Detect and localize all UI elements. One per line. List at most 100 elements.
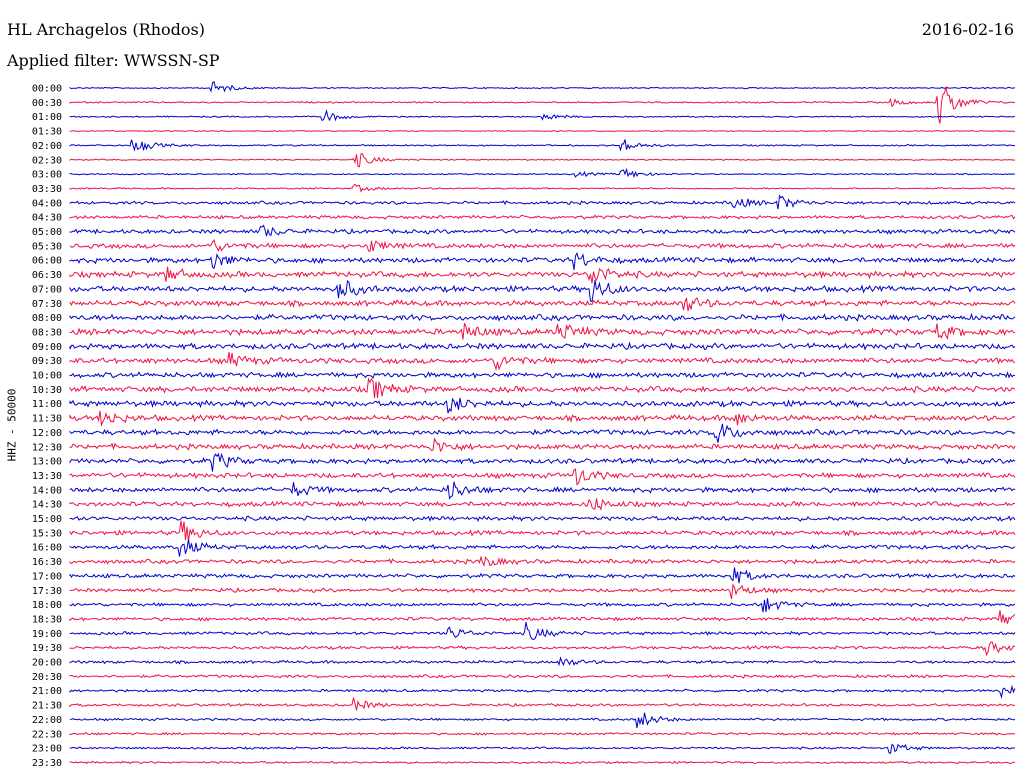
row-time-label: 23:30 xyxy=(32,758,62,769)
seismic-trace xyxy=(69,731,1016,736)
seismic-trace xyxy=(69,743,1015,755)
row-time-label: 10:00 xyxy=(32,371,62,382)
row-time-label: 09:30 xyxy=(32,356,62,367)
seismic-trace xyxy=(69,555,1016,567)
row-time-label: 16:30 xyxy=(32,557,62,568)
seismic-trace xyxy=(69,621,1016,640)
seismic-trace xyxy=(69,697,1016,711)
seismic-trace xyxy=(69,610,1016,624)
seismic-trace xyxy=(69,214,1016,220)
seismic-trace xyxy=(69,712,1016,729)
row-time-label: 10:30 xyxy=(32,385,62,396)
seismic-trace xyxy=(69,312,1016,322)
row-time-label: 00:00 xyxy=(32,84,62,95)
seismic-trace xyxy=(69,567,1016,584)
row-time-label: 21:30 xyxy=(32,701,62,712)
row-time-label: 00:30 xyxy=(32,98,62,109)
row-time-label: 09:00 xyxy=(32,342,62,353)
row-time-label: 13:00 xyxy=(32,457,62,468)
row-time-label: 01:30 xyxy=(32,127,62,138)
row-time-label: 02:30 xyxy=(32,155,62,166)
row-time-label: 02:00 xyxy=(32,141,62,152)
seismic-trace xyxy=(69,252,1016,271)
row-time-label: 19:30 xyxy=(32,643,62,654)
row-time-label: 11:30 xyxy=(32,414,62,425)
row-time-label: 23:00 xyxy=(32,744,62,755)
seismic-trace xyxy=(69,468,1016,486)
row-time-label: 14:00 xyxy=(32,485,62,496)
seismic-trace xyxy=(69,397,1016,414)
seismic-trace xyxy=(69,423,1016,443)
row-time-label: 03:00 xyxy=(32,170,62,181)
seismic-trace xyxy=(69,760,1016,765)
seismic-trace xyxy=(69,656,1016,667)
row-time-label: 14:30 xyxy=(32,500,62,511)
row-time-label: 08:00 xyxy=(32,313,62,324)
row-time-label: 15:00 xyxy=(32,514,62,525)
row-time-label: 05:30 xyxy=(32,241,62,252)
row-time-label: 03:30 xyxy=(32,184,62,195)
seismic-trace xyxy=(69,481,1016,500)
seismic-trace xyxy=(69,86,1016,124)
row-time-label: 07:00 xyxy=(32,284,62,295)
row-time-label: 05:00 xyxy=(32,227,62,238)
seismic-trace xyxy=(69,370,1016,380)
row-time-label: 04:00 xyxy=(32,198,62,209)
row-time-label: 11:00 xyxy=(32,399,62,410)
filter-label: Applied filter: WWSSN-SP xyxy=(7,51,220,70)
seismic-trace xyxy=(69,410,1016,427)
row-time-label: 20:00 xyxy=(32,658,62,669)
seismic-trace xyxy=(69,167,1016,179)
row-time-label: 04:30 xyxy=(32,213,62,224)
row-time-label: 22:30 xyxy=(32,729,62,740)
row-time-label: 07:30 xyxy=(32,299,62,310)
row-time-label: 17:30 xyxy=(32,586,62,597)
seismic-trace xyxy=(69,266,1016,284)
seismic-trace xyxy=(69,351,1016,371)
row-time-label: 16:00 xyxy=(32,543,62,554)
row-time-label: 01:00 xyxy=(32,112,62,123)
row-time-label: 22:00 xyxy=(32,715,62,726)
seismic-trace xyxy=(69,498,1016,512)
seismic-trace xyxy=(69,109,1016,122)
seismic-trace xyxy=(69,194,1016,210)
seismic-trace xyxy=(69,153,1016,168)
seismic-trace xyxy=(69,80,1016,93)
seismic-trace xyxy=(69,376,1016,399)
seismic-trace xyxy=(69,437,1016,453)
row-time-label: 12:00 xyxy=(32,428,62,439)
row-time-label: 17:00 xyxy=(32,571,62,582)
row-time-label: 13:30 xyxy=(32,471,62,482)
seismic-trace xyxy=(69,452,1016,472)
seismic-trace xyxy=(69,598,1016,613)
seismic-trace xyxy=(69,139,1016,152)
row-time-label: 15:30 xyxy=(32,528,62,539)
seismic-trace xyxy=(69,297,1016,312)
row-time-label: 12:30 xyxy=(32,442,62,453)
seismic-trace xyxy=(69,673,1016,679)
seismic-trace xyxy=(69,641,1016,657)
seismic-trace xyxy=(69,239,1016,253)
row-time-label: 08:30 xyxy=(32,327,62,338)
row-time-label: 18:00 xyxy=(32,600,62,611)
seismic-trace xyxy=(69,684,1016,699)
seismic-trace xyxy=(69,583,1016,600)
row-time-label: 20:30 xyxy=(32,672,62,683)
row-time-label: 21:00 xyxy=(32,686,62,697)
seismic-trace xyxy=(69,323,1016,340)
row-time-label: 18:30 xyxy=(32,614,62,625)
row-time-label: 19:00 xyxy=(32,629,62,640)
seismic-trace xyxy=(69,129,1016,133)
seismic-trace xyxy=(69,341,1016,351)
seismic-trace xyxy=(69,520,1016,542)
row-time-label: 06:30 xyxy=(32,270,62,281)
seismic-trace xyxy=(69,224,1016,237)
seismic-trace xyxy=(69,279,1016,302)
seismic-trace xyxy=(69,539,1016,557)
row-time-label: 06:00 xyxy=(32,256,62,267)
date-label: 2016-02-16 xyxy=(921,20,1014,39)
station-title: HL Archagelos (Rhodos) xyxy=(7,20,205,39)
seismic-trace xyxy=(69,515,1016,523)
seismic-trace xyxy=(69,183,1016,193)
